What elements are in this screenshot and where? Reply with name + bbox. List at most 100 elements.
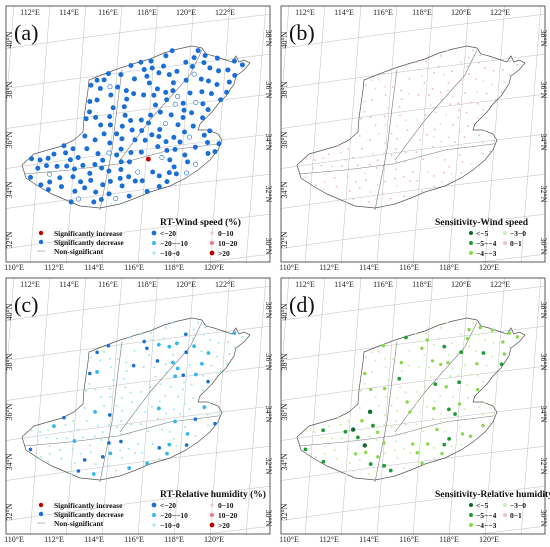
station-dot <box>113 196 119 202</box>
station-dot <box>394 177 397 180</box>
legend-label: Significantly decrease <box>54 238 124 247</box>
station-dot <box>201 132 207 138</box>
station-dot <box>214 55 220 61</box>
station-dot <box>192 344 197 349</box>
tick-label-lon-top: 112°E <box>20 8 40 17</box>
station-dot <box>352 470 355 473</box>
station-dot <box>72 188 78 194</box>
station-dot <box>101 77 107 83</box>
station-dot <box>141 92 147 98</box>
station-dot <box>54 163 60 169</box>
station-dot <box>73 462 76 465</box>
legend-label: −4−−3 <box>476 249 497 258</box>
station-dot <box>121 456 124 459</box>
station-dot <box>463 408 466 411</box>
station-dot <box>241 335 244 338</box>
station-dot <box>106 150 112 156</box>
station-dot <box>507 331 512 335</box>
station-dot <box>348 168 351 170</box>
station-dot <box>184 350 188 354</box>
station-dot <box>320 436 323 439</box>
tick-label-lat-right: 30°N <box>264 238 273 255</box>
station-dot <box>388 468 393 473</box>
station-dot <box>64 423 67 426</box>
tick-label-lat-right: 38°N <box>264 30 273 47</box>
station-dot <box>108 451 113 456</box>
station-dot <box>215 355 218 358</box>
study-region-boundary <box>21 317 251 481</box>
station-dot <box>390 425 393 428</box>
station-dot <box>420 75 423 78</box>
legend-symbol <box>209 522 215 528</box>
legend-symbol <box>210 503 214 507</box>
station-dot <box>382 463 386 468</box>
station-dot <box>95 370 99 374</box>
station-dot <box>440 412 443 415</box>
panel-map-area <box>281 278 545 534</box>
station-dot <box>492 69 495 72</box>
station-dot <box>395 168 397 171</box>
station-dot <box>177 139 183 145</box>
station-dot <box>322 188 325 191</box>
tick-label-lat-right: 36°N <box>539 82 548 99</box>
station-dot <box>475 362 479 366</box>
station-dot <box>119 439 123 444</box>
station-dot <box>503 81 506 83</box>
station-dot <box>56 437 59 440</box>
station-dot <box>489 150 491 153</box>
station-dot <box>208 338 211 341</box>
station-dot <box>148 58 154 64</box>
station-dot <box>171 134 177 140</box>
meridian-line <box>245 6 267 262</box>
tick-label-lat-left: 38°N <box>5 81 14 98</box>
panel-frame <box>280 5 546 263</box>
station-dot <box>62 415 66 420</box>
parallel-line <box>281 485 545 521</box>
station-dot <box>439 394 442 397</box>
station-dot <box>141 451 144 454</box>
meridian-line <box>304 6 326 262</box>
station-dot <box>216 329 219 332</box>
station-dot <box>360 419 364 423</box>
station-dot <box>457 388 460 391</box>
station-dot <box>114 131 120 137</box>
station-dot <box>403 432 406 435</box>
station-dot <box>175 444 178 447</box>
legend-symbol <box>152 241 156 245</box>
station-dot <box>478 61 480 64</box>
station-dot <box>449 375 452 378</box>
station-dot <box>94 97 100 103</box>
station-dot <box>124 386 127 389</box>
station-dot <box>490 355 493 358</box>
station-dot <box>128 118 134 124</box>
study-region-boundary <box>21 45 251 209</box>
station-dot <box>467 327 471 332</box>
station-dot <box>323 173 326 176</box>
station-dot <box>331 165 333 168</box>
station-dot <box>409 180 412 182</box>
tick-label-lat-left: 36°N <box>5 131 14 148</box>
station-dot <box>311 439 314 442</box>
station-dot <box>80 162 86 168</box>
station-dot <box>400 89 403 92</box>
station-dot <box>376 183 379 186</box>
station-dot <box>192 144 198 150</box>
station-dot <box>115 425 118 428</box>
station-dot <box>360 389 363 392</box>
station-dot <box>447 436 452 441</box>
station-dot <box>156 70 162 76</box>
tick-label-lat-left: 40°N <box>5 31 14 48</box>
station-dot <box>483 338 486 341</box>
station-dot <box>173 374 178 379</box>
station-dot <box>451 95 454 98</box>
station-dot <box>378 350 381 353</box>
tick-label-lat-left: 32°N <box>5 231 14 248</box>
station-dot <box>119 345 122 348</box>
station-dot <box>396 184 398 187</box>
station-dot <box>199 361 204 366</box>
station-dot <box>129 391 132 394</box>
station-dot <box>468 73 471 76</box>
station-dot <box>181 373 186 378</box>
station-dot <box>194 435 197 438</box>
station-dot <box>208 401 211 404</box>
